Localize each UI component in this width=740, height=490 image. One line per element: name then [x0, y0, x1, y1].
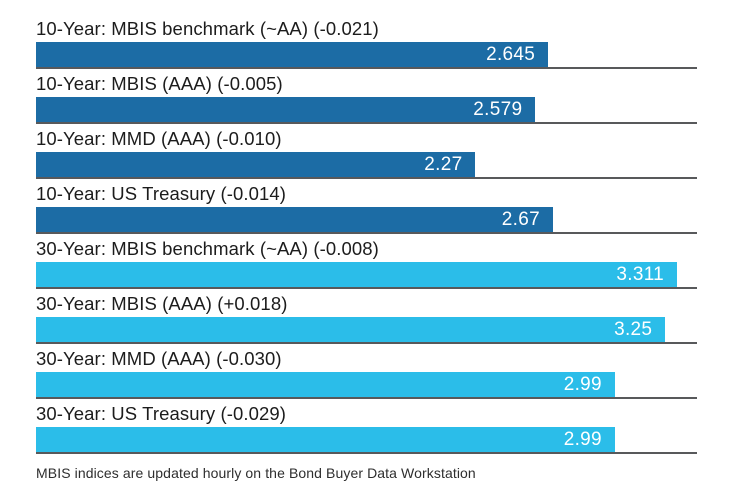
bar-label: 30-Year: MBIS (AAA) (+0.018) — [36, 293, 288, 314]
bar: 2.99 — [36, 372, 615, 397]
bar: 2.579 — [36, 97, 536, 122]
bar-value-label: 2.27 — [424, 153, 463, 175]
bar-value-label: 2.645 — [486, 43, 536, 65]
bar-label: 10-Year: MBIS (AAA) (-0.005) — [36, 73, 283, 94]
chart-footnote: MBIS indices are updated hourly on the B… — [36, 465, 476, 481]
bar-track: 2.67 — [36, 207, 697, 234]
bar-label: 10-Year: MMD (AAA) (-0.010) — [36, 128, 282, 149]
bar: 2.67 — [36, 207, 553, 232]
chart-row: 10-Year: MBIS benchmark (~AA) (-0.021) 2… — [36, 18, 697, 69]
bar-label: 30-Year: MBIS benchmark (~AA) (-0.008) — [36, 238, 379, 259]
bar-label: 30-Year: US Treasury (-0.029) — [36, 403, 287, 424]
bar-track: 2.645 — [36, 42, 697, 69]
bar-track: 2.579 — [36, 97, 697, 124]
bar: 2.645 — [36, 42, 549, 67]
bar-label: 10-Year: MBIS benchmark (~AA) (-0.021) — [36, 18, 379, 39]
chart-row: 10-Year: US Treasury (-0.014) 2.67 — [36, 183, 697, 234]
bar-label: 30-Year: MMD (AAA) (-0.030) — [36, 348, 282, 369]
bar-value-label: 3.311 — [616, 263, 665, 285]
bar: 2.27 — [36, 152, 476, 177]
chart-row: 30-Year: US Treasury (-0.029) 2.99 — [36, 403, 697, 454]
chart-row: 10-Year: MMD (AAA) (-0.010) 2.27 — [36, 128, 697, 179]
chart-row: 30-Year: MBIS (AAA) (+0.018) 3.25 — [36, 293, 697, 344]
bar-value-label: 3.25 — [614, 318, 653, 340]
bar-track: 3.25 — [36, 317, 697, 344]
chart-row: 30-Year: MMD (AAA) (-0.030) 2.99 — [36, 348, 697, 399]
chart-rows: 10-Year: MBIS benchmark (~AA) (-0.021) 2… — [36, 18, 697, 454]
bar-track: 2.27 — [36, 152, 697, 179]
chart-row: 10-Year: MBIS (AAA) (-0.005) 2.579 — [36, 73, 697, 124]
bar-track: 2.99 — [36, 427, 697, 454]
bar-track: 2.99 — [36, 372, 697, 399]
chart-row: 30-Year: MBIS benchmark (~AA) (-0.008) 3… — [36, 238, 697, 289]
bar: 3.25 — [36, 317, 666, 342]
bar-value-label: 2.99 — [563, 428, 602, 450]
bar-label: 10-Year: US Treasury (-0.014) — [36, 183, 287, 204]
bar: 2.99 — [36, 427, 615, 452]
bar-value-label: 2.67 — [501, 208, 540, 230]
bar: 3.311 — [36, 262, 678, 287]
bar-value-label: 2.99 — [563, 373, 602, 395]
bar-value-label: 2.579 — [473, 98, 523, 120]
bar-track: 3.311 — [36, 262, 697, 289]
